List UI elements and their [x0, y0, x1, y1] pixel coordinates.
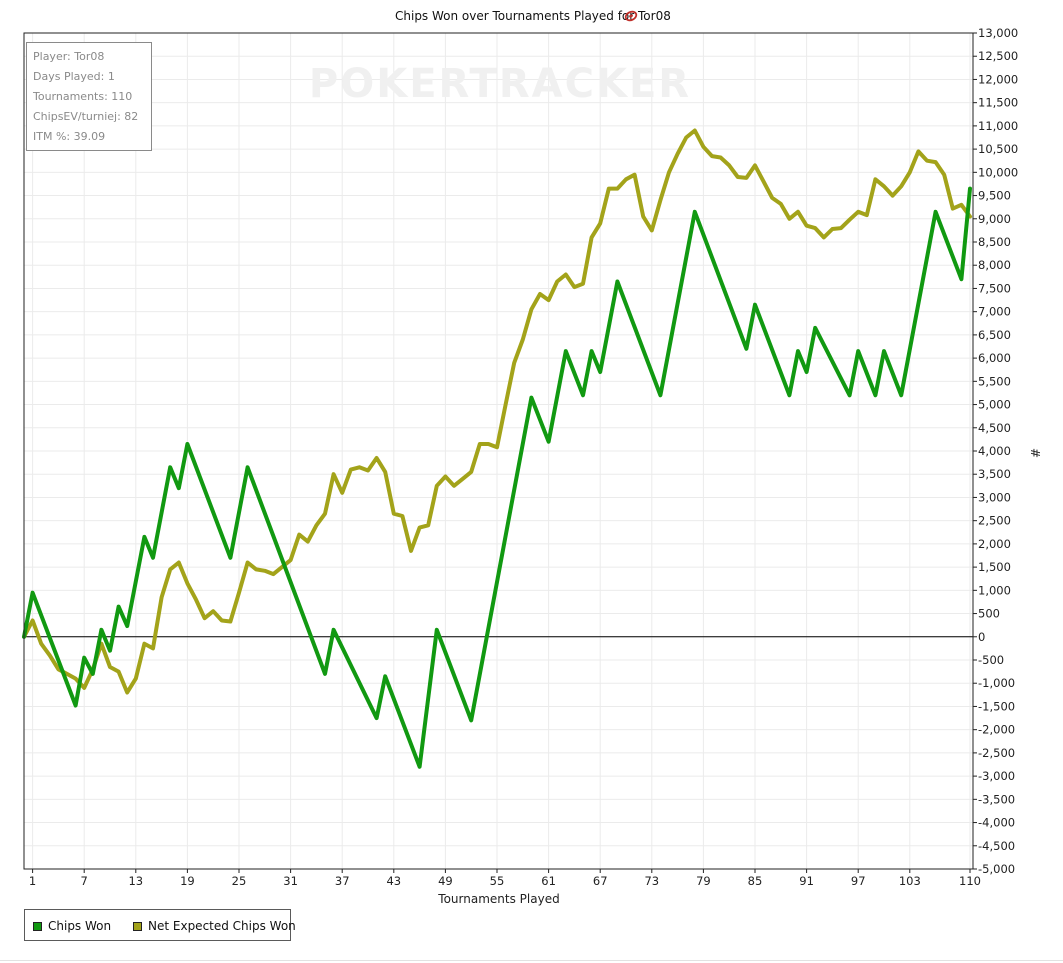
y-tick-label: -2,500 [978, 746, 1015, 760]
legend-label-net-expected: Net Expected Chips Won [148, 919, 296, 933]
bottom-divider [0, 960, 1063, 961]
y-tick-label: 8,500 [978, 235, 1011, 249]
x-axis: 1 7 13 19 25 31 37 43 49 55 61 67 73 79 85 91 97 103 110 [29, 869, 981, 888]
y-tick-label: 500 [978, 607, 1000, 621]
x-tick-label: 73 [644, 874, 659, 888]
y-tick-label: -1,500 [978, 699, 1015, 713]
series-line-chips-won [22, 186, 972, 769]
x-tick-label: 7 [81, 874, 88, 888]
stats-chipsev: ChipsEV/turniej: 82 [33, 110, 139, 123]
y-tick-label: 11,000 [978, 119, 1018, 133]
x-tick-label: 19 [180, 874, 195, 888]
y-tick-label: 8,000 [978, 258, 1011, 272]
y-tick-label: 3,000 [978, 490, 1011, 504]
x-tick-label: 13 [128, 874, 143, 888]
chart-title: Chips Won over Tournaments Played for To… [395, 9, 671, 23]
y-tick-label: 10,500 [978, 142, 1018, 156]
y-tick-label: -2,000 [978, 723, 1015, 737]
stats-itm: ITM %: 39.09 [33, 130, 106, 143]
y-tick-label: 2,500 [978, 514, 1011, 528]
stats-box: Player: Tor08 Days Played: 1 Tournaments… [26, 42, 152, 151]
y-tick-label: 0 [978, 630, 985, 644]
series-layer [22, 128, 972, 769]
y-tick-label: 6,500 [978, 328, 1011, 342]
x-tick-label: 79 [696, 874, 711, 888]
legend-swatch-net-expected [133, 921, 142, 931]
x-tick-label: 43 [386, 874, 401, 888]
x-tick-label: 110 [959, 874, 981, 888]
y-tick-label: 12,000 [978, 72, 1018, 86]
legend-label-chips-won: Chips Won [48, 919, 112, 933]
legend-item-chips-won[interactable]: Chips Won [33, 919, 111, 933]
y-tick-label: 4,000 [978, 444, 1011, 458]
grid [24, 32, 973, 870]
x-axis-title: Tournaments Played [437, 892, 559, 906]
y-tick-label: -5,000 [978, 862, 1015, 876]
x-tick-label: 67 [593, 874, 608, 888]
y-tick-label: 5,500 [978, 374, 1011, 388]
y-tick-label: 11,500 [978, 96, 1018, 110]
y-tick-label: 4,500 [978, 421, 1011, 435]
watermark: POKERTRACKER [309, 61, 691, 107]
legend-swatch-chips-won [33, 921, 42, 931]
y-tick-label: 10,000 [978, 165, 1018, 179]
x-tick-label: 25 [232, 874, 247, 888]
x-tick-label: 91 [799, 874, 814, 888]
stats-tournaments: Tournaments: 110 [33, 90, 133, 103]
y-tick-label: -1,000 [978, 676, 1015, 690]
y-tick-label: 6,000 [978, 351, 1011, 365]
chart-title-prefix: Chips Won over Tournaments Played for [395, 9, 634, 23]
y-tick-label: -500 [978, 653, 1004, 667]
y-tick-label: 9,000 [978, 212, 1011, 226]
y-tick-label: 1,500 [978, 560, 1011, 574]
y-tick-label: -4,000 [978, 816, 1015, 830]
x-tick-label: 31 [283, 874, 298, 888]
y-tick-label: 7,500 [978, 281, 1011, 295]
y-axis: 13,000 12,500 12,000 11,500 11,000 10,500 10,0… [973, 26, 1018, 876]
y-tick-label: -3,000 [978, 769, 1015, 783]
y-tick-label: 1,000 [978, 583, 1011, 597]
legend-item-net-expected[interactable]: Net Expected Chips Won [133, 919, 296, 933]
x-tick-label: 97 [851, 874, 866, 888]
x-tick-label: 49 [438, 874, 453, 888]
x-tick-label: 37 [335, 874, 350, 888]
y-tick-label: 9,500 [978, 189, 1011, 203]
x-tick-label: 85 [748, 874, 763, 888]
legend: Chips Won Net Expected Chips Won [24, 909, 296, 941]
y-tick-label: 5,000 [978, 398, 1011, 412]
y-tick-label: 7,000 [978, 305, 1011, 319]
x-tick-label: 1 [29, 874, 36, 888]
y-tick-label: 13,000 [978, 26, 1018, 40]
series-line-net-expected [22, 128, 972, 695]
y-tick-label: 2,000 [978, 537, 1011, 551]
x-tick-label: 103 [899, 874, 921, 888]
stats-player: Player: Tor08 [33, 50, 105, 63]
x-tick-label: 55 [490, 874, 505, 888]
stats-days-played: Days Played: 1 [33, 70, 115, 83]
x-tick-label: 61 [541, 874, 556, 888]
y-tick-label: 12,500 [978, 49, 1018, 63]
y-tick-label: 3,500 [978, 467, 1011, 481]
y-axis-title: # [1028, 448, 1042, 458]
y-tick-label: -4,500 [978, 839, 1015, 853]
y-tick-label: -3,500 [978, 792, 1015, 806]
chart-title-player: Tor08 [637, 9, 671, 23]
poker-chip-icon [624, 10, 638, 22]
